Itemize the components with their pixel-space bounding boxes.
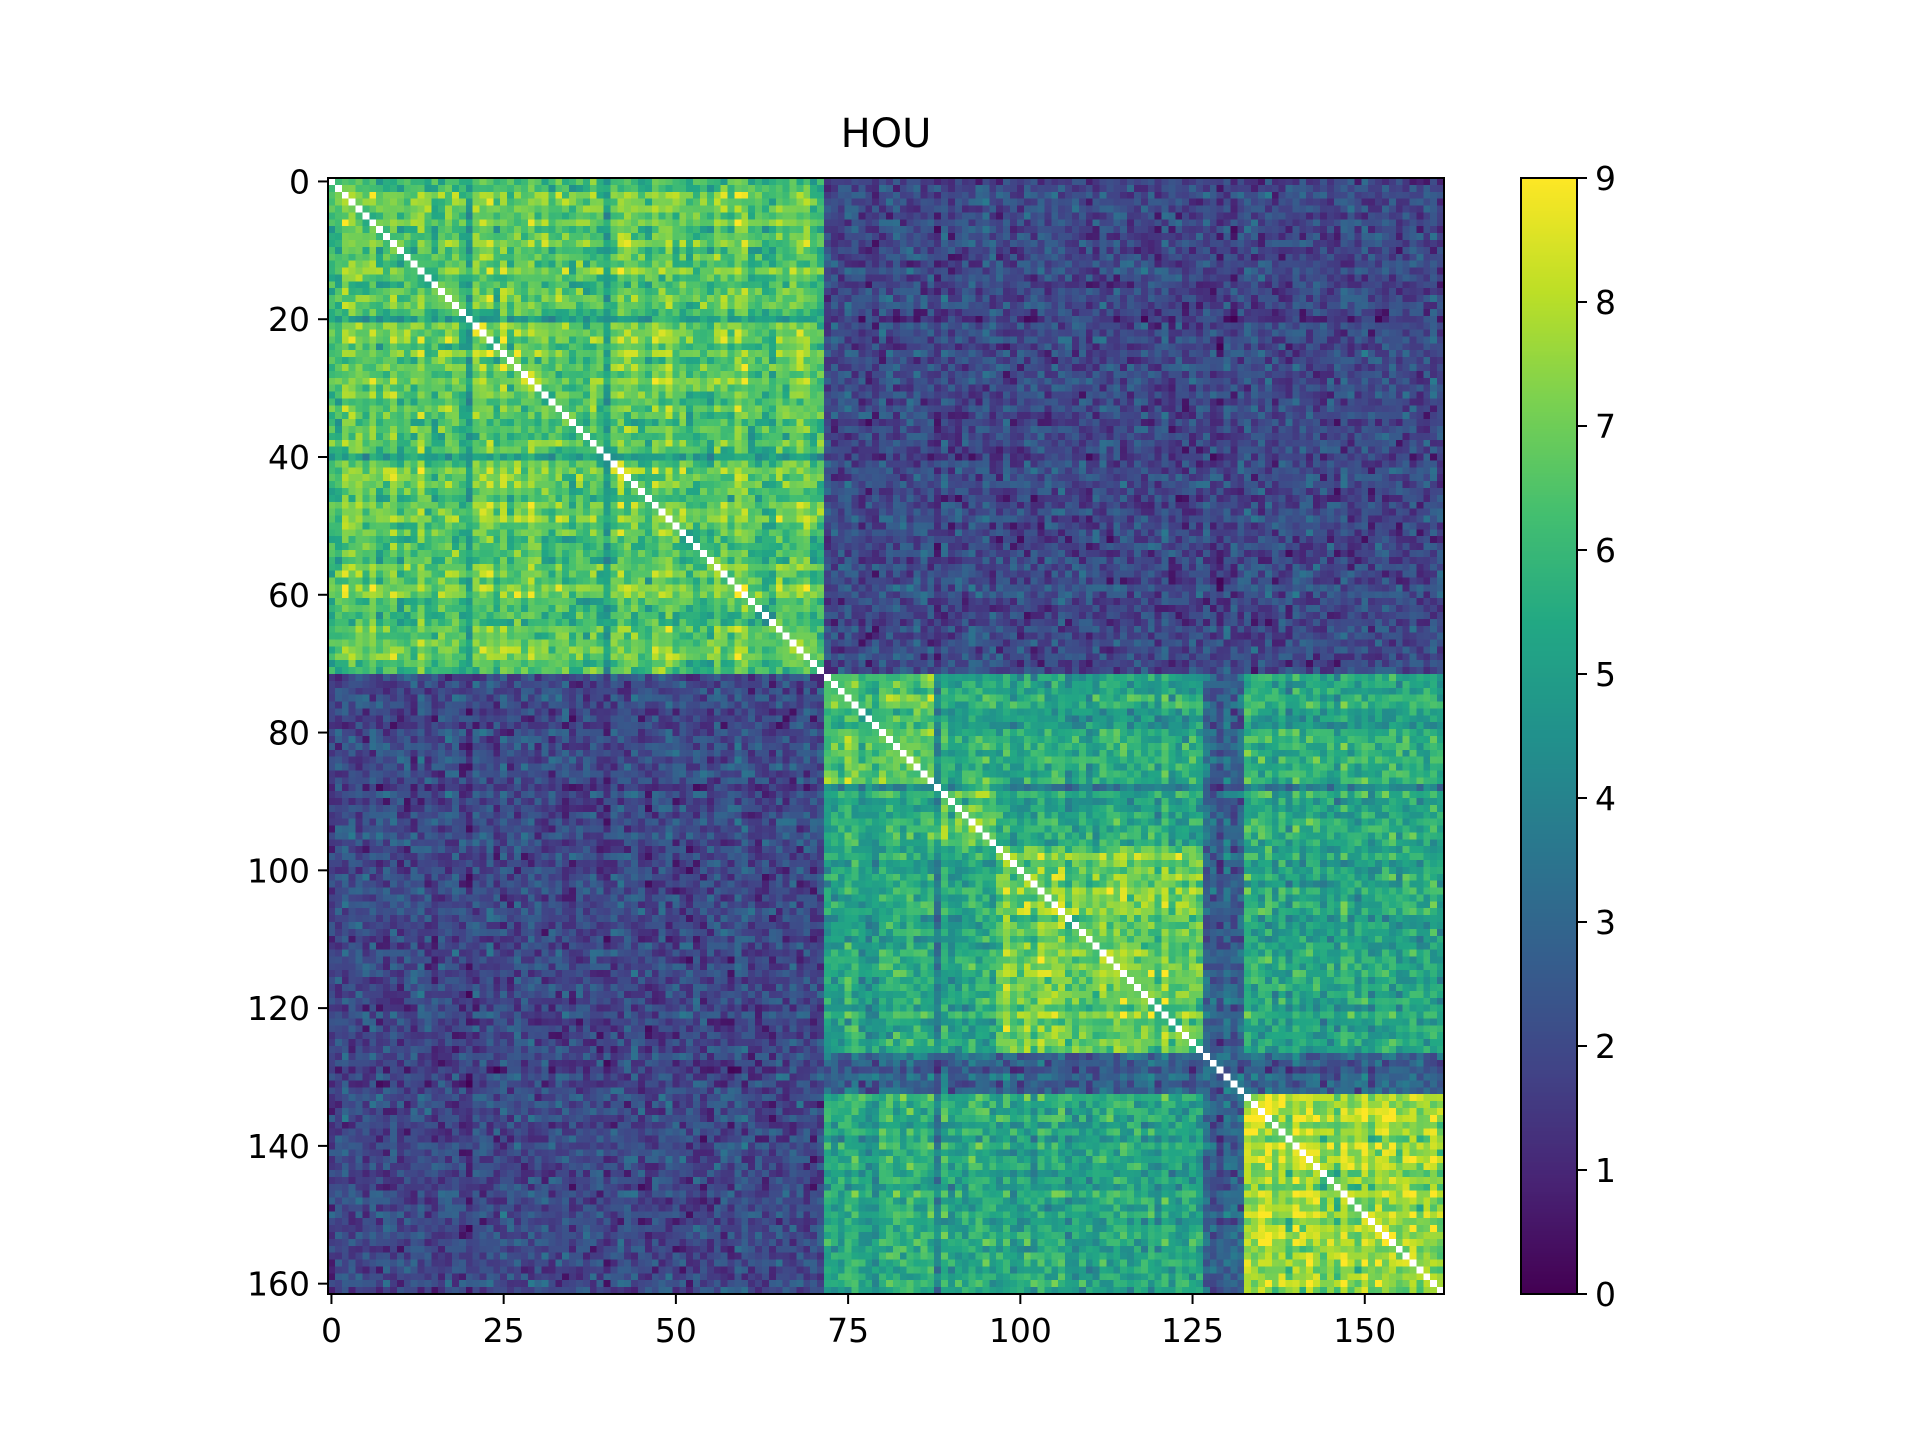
x-tick-label: 50 <box>655 1311 697 1350</box>
y-tick-label: 100 <box>247 851 310 890</box>
colorbar-tick-label: 1 <box>1595 1151 1616 1190</box>
x-tick-label: 0 <box>321 1311 342 1350</box>
y-tick-label: 160 <box>247 1265 310 1304</box>
colorbar-frame <box>1520 177 1578 1295</box>
y-tick-label: 140 <box>247 1127 310 1166</box>
colorbar-tick-label: 5 <box>1595 655 1616 694</box>
y-tick-label: 120 <box>247 989 310 1028</box>
y-axis: 0 20 40 60 80 100 120 140 160 <box>247 162 328 1304</box>
colorbar-tick-label: 4 <box>1595 779 1616 818</box>
colorbar-tick-label: 0 <box>1595 1275 1616 1314</box>
colorbar-image <box>1521 178 1577 1294</box>
y-tick-label: 60 <box>268 576 310 615</box>
x-tick-label: 25 <box>483 1311 525 1350</box>
colorbar-axis: 0 1 2 3 4 5 6 7 8 9 <box>1577 159 1616 1314</box>
heatmap-image <box>328 178 1444 1294</box>
colorbar-tick-label: 9 <box>1595 159 1616 198</box>
x-tick-label: 100 <box>989 1311 1052 1350</box>
x-tick-label: 125 <box>1161 1311 1224 1350</box>
y-tick-label: 20 <box>268 300 310 339</box>
x-axis: 0 25 50 75 100 125 150 <box>321 1294 1396 1350</box>
heatmap-frame <box>327 177 1445 1295</box>
colorbar-tick-label: 6 <box>1595 531 1616 570</box>
colorbar-tick-label: 8 <box>1595 283 1616 322</box>
y-tick-label: 80 <box>268 714 310 753</box>
colorbar-tick-label: 2 <box>1595 1027 1616 1066</box>
colorbar-tick-label: 3 <box>1595 903 1616 942</box>
x-tick-label: 75 <box>827 1311 869 1350</box>
chart-title: HOU <box>841 111 932 157</box>
y-tick-label: 0 <box>289 162 310 201</box>
colorbar-tick-label: 7 <box>1595 407 1616 446</box>
y-tick-label: 40 <box>268 438 310 477</box>
x-tick-label: 150 <box>1333 1311 1396 1350</box>
